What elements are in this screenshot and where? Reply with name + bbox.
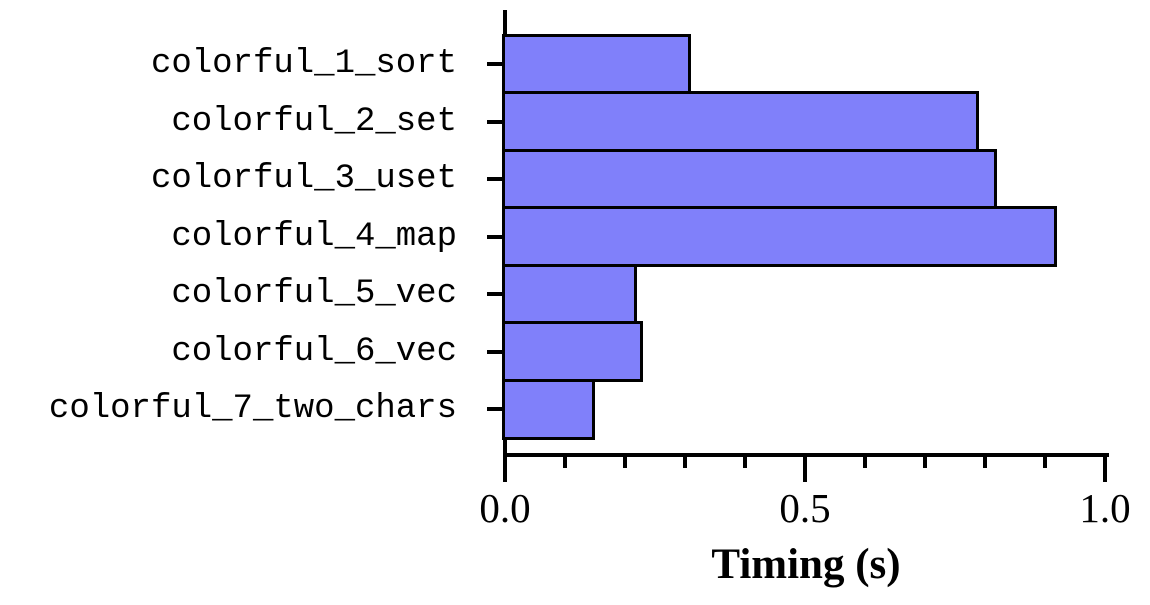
category-label-colorful_1_sort: colorful_1_sort bbox=[150, 45, 457, 83]
x-tick-label-0.5: 0.5 bbox=[779, 485, 831, 531]
y-tick-colorful_2_set bbox=[487, 119, 504, 124]
x-major-tick-0.5 bbox=[803, 455, 807, 482]
bar-colorful_3_uset bbox=[501, 148, 997, 210]
category-label-colorful_5_vec: colorful_5_vec bbox=[171, 275, 457, 313]
x-minor-tick-0.2 bbox=[623, 455, 627, 468]
x-minor-tick-0.1 bbox=[563, 455, 567, 468]
y-tick-colorful_3_uset bbox=[487, 177, 504, 181]
x-tick-label-0.0: 0.0 bbox=[479, 485, 531, 531]
category-label-colorful_4_map: colorful_4_map bbox=[171, 217, 457, 256]
x-major-tick-1.0 bbox=[1103, 455, 1107, 482]
category-label-colorful_2_set: colorful_2_set bbox=[171, 102, 457, 141]
y-tick-colorful_6_vec bbox=[487, 349, 504, 354]
bar-colorful_6_vec bbox=[501, 321, 643, 382]
y-tick-colorful_4_map bbox=[487, 234, 504, 239]
x-minor-tick-0.7 bbox=[923, 455, 927, 468]
category-label-colorful_6_vec: colorful_6_vec bbox=[171, 332, 457, 371]
bar-colorful_7_two_chars bbox=[501, 378, 595, 440]
x-minor-tick-0.9 bbox=[1043, 455, 1047, 468]
x-axis-title: Timing (s) bbox=[711, 541, 901, 588]
y-tick-colorful_5_vec bbox=[487, 292, 504, 296]
bar-colorful_5_vec bbox=[501, 263, 637, 325]
category-label-colorful_3_uset: colorful_3_uset bbox=[150, 160, 457, 198]
x-minor-tick-0.3 bbox=[683, 455, 687, 468]
bar-colorful_1_sort bbox=[501, 33, 691, 95]
x-tick-label-1.0: 1.0 bbox=[1079, 485, 1131, 531]
y-tick-colorful_7_two_chars bbox=[487, 407, 504, 411]
x-major-tick-0.0 bbox=[503, 455, 507, 482]
y-tick-colorful_1_sort bbox=[487, 62, 504, 66]
x-minor-tick-0.4 bbox=[743, 455, 747, 468]
bar-colorful_4_map bbox=[501, 206, 1057, 267]
category-label-colorful_7_two_chars: colorful_7_two_chars bbox=[48, 390, 457, 428]
x-minor-tick-0.6 bbox=[863, 455, 867, 468]
x-minor-tick-0.8 bbox=[983, 455, 987, 468]
bar-colorful_2_set bbox=[501, 91, 979, 152]
